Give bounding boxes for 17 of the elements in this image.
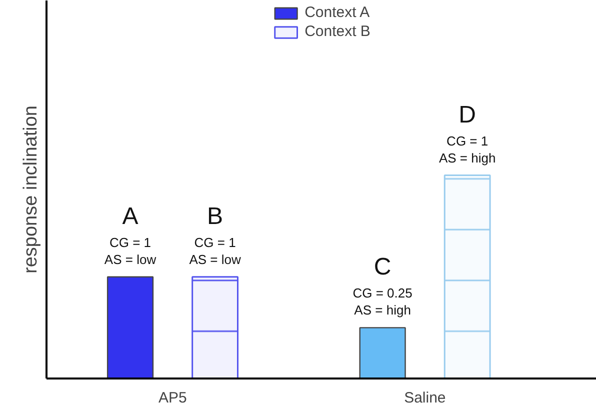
annotation: CG = 1 [109,234,152,250]
x-tick-label: Saline [404,390,446,406]
annotation: A [122,202,138,230]
text: AS = high [438,150,496,166]
annotation: CG = 1 [194,234,236,250]
annotation: AS = low [104,252,157,267]
y-axis-title: response inclination [20,106,42,274]
annotation: B [207,202,224,230]
legend-label: Context A [304,4,370,21]
text: D [458,101,476,128]
annotation: C [374,254,392,281]
legend-label: Context B [304,23,370,40]
annotation: CG = 0.25 [352,286,412,301]
text: CG = 1 [446,133,488,148]
annotation: AS = low [189,252,242,267]
annotation: AS = high [354,302,411,318]
x-tick-label: AP5 [158,390,187,406]
